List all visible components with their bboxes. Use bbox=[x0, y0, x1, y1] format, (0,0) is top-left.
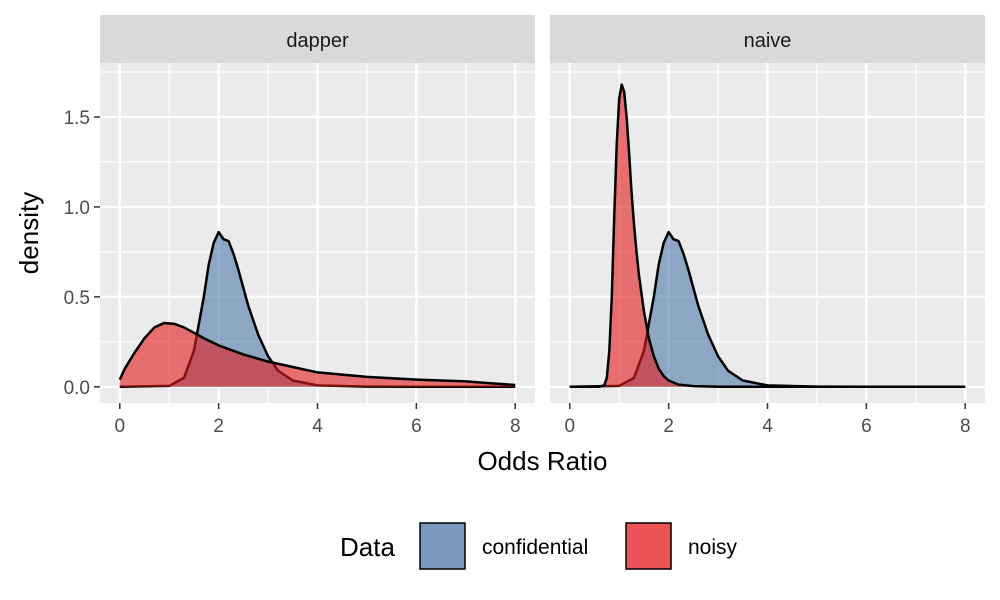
density-area-confidential-naive bbox=[569, 232, 966, 387]
density-area-noisy-dapper bbox=[119, 322, 516, 387]
strip-label-dapper: dapper bbox=[286, 30, 349, 52]
x-tick-label: 4 bbox=[762, 416, 773, 437]
legend-title: Data bbox=[340, 532, 395, 562]
x-tick-label: 2 bbox=[663, 416, 674, 437]
x-tick-label: 4 bbox=[312, 416, 323, 437]
y-axis: 0.0 0.5 1.0 1.5 bbox=[64, 108, 100, 399]
y-tick-label: 1.5 bbox=[64, 108, 90, 129]
x-tick-label: 0 bbox=[564, 416, 575, 437]
x-tick-label: 8 bbox=[960, 416, 971, 437]
x-tick-label: 0 bbox=[114, 416, 125, 437]
density-line-confidential-naive bbox=[569, 230, 966, 389]
strip-dapper bbox=[100, 15, 535, 63]
x-axis-title: Odds Ratio bbox=[477, 446, 607, 476]
legend-key-noisy bbox=[625, 522, 672, 570]
legend: Data confidential noisy bbox=[340, 522, 738, 570]
density-line-noisy-dapper bbox=[118, 321, 516, 387]
panel-naive: naive 0 2 4 6 8 bbox=[550, 15, 985, 437]
panel-dapper: dapper 0 2 4 6 8 bbox=[100, 15, 535, 437]
legend-label-noisy: noisy bbox=[688, 536, 738, 559]
y-tick-label: 0.0 bbox=[64, 378, 90, 399]
areas-naive bbox=[569, 83, 966, 389]
x-tick-label: 2 bbox=[213, 416, 224, 437]
x-ticks-naive: 0 2 4 6 8 bbox=[564, 403, 971, 437]
x-tick-label: 8 bbox=[510, 416, 521, 437]
x-tick-label: 6 bbox=[861, 416, 872, 437]
y-axis-title: density bbox=[14, 192, 44, 274]
density-line-noisy-naive bbox=[569, 83, 966, 389]
areas-dapper bbox=[118, 230, 516, 389]
strip-naive bbox=[550, 15, 985, 63]
legend-label-confidential: confidential bbox=[482, 536, 588, 559]
x-tick-label: 6 bbox=[411, 416, 422, 437]
strip-label-naive: naive bbox=[744, 30, 792, 52]
y-tick-label: 0.5 bbox=[64, 288, 90, 309]
y-tick-label: 1.0 bbox=[64, 198, 90, 219]
legend-key-confidential bbox=[419, 522, 466, 570]
x-ticks-dapper: 0 2 4 6 8 bbox=[114, 403, 521, 437]
